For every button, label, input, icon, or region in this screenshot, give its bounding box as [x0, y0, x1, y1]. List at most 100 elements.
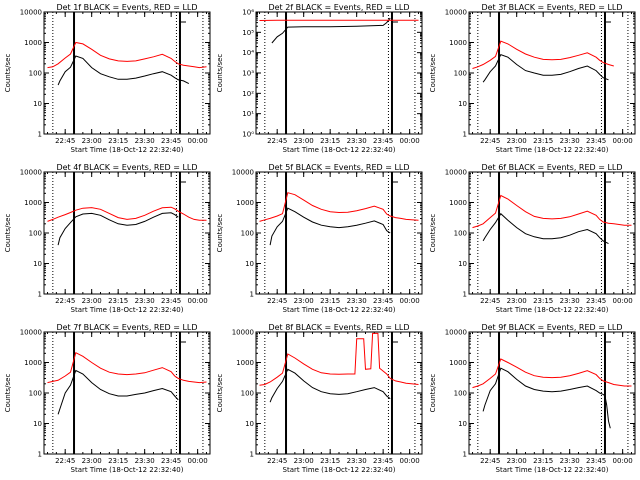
- x-tick-label: 23:45: [161, 297, 181, 305]
- x-tick-label: 00:00: [400, 457, 420, 465]
- x-axis-label: Start Time (18-Oct-12 22:32:40): [496, 306, 609, 314]
- detector-panel: 1 10 100 1000 10000 22:45 23:00 23:15 23:30 23:45…: [4, 3, 211, 154]
- x-tick-label: 23:30: [560, 297, 580, 305]
- y-tick-label: 1000: [24, 199, 42, 207]
- event-flag-mark: [391, 14, 398, 23]
- y-tick-label: 10: [33, 100, 42, 108]
- event-flag-mark: [604, 174, 611, 183]
- plot-frame: [468, 171, 636, 295]
- events-series-line: [57, 212, 179, 246]
- x-tick-label: 23:45: [161, 137, 181, 145]
- y-tick-label: 10⁰: [242, 131, 254, 139]
- events-series-line: [57, 369, 179, 415]
- y-tick-label: 10: [245, 420, 254, 428]
- x-tick-label: 22:45: [267, 137, 287, 145]
- y-tick-label: 10000: [20, 9, 42, 17]
- y-tick-label: 100: [241, 230, 254, 238]
- x-tick-label: 00:00: [613, 137, 633, 145]
- y-tick-label: 1: [463, 451, 467, 459]
- detector-panel: 1 10 100 1000 10000 22:45 23:00 23:15 23:30 23:45…: [429, 163, 636, 314]
- lld-series-line: [47, 351, 207, 384]
- x-tick-label: 23:15: [320, 457, 340, 465]
- events-series-line: [482, 367, 611, 429]
- x-tick-label: 00:00: [400, 137, 420, 145]
- chart-title: Det 1f BLACK = Events, RED = LLD: [56, 3, 197, 12]
- events-series-line: [482, 53, 609, 83]
- x-tick-label: 23:15: [320, 297, 340, 305]
- x-axis-label: Start Time (18-Oct-12 22:32:40): [283, 306, 396, 314]
- detector-panel: 1 10 100 1000 10000 22:45 23:00 23:15 23:30 23:45…: [216, 323, 423, 474]
- x-tick-label: 23:00: [82, 137, 102, 145]
- plot-frame: [468, 11, 636, 135]
- y-tick-label: 1000: [236, 359, 254, 367]
- x-axis-label: Start Time (18-Oct-12 22:32:40): [283, 146, 396, 154]
- x-tick-label: 00:00: [613, 297, 633, 305]
- chart-title: Det 7f BLACK = Events, RED = LLD: [56, 323, 197, 332]
- detector-panel: 1 10 100 1000 10000 22:45 23:00 23:15 23:30 23:45…: [429, 3, 636, 154]
- x-tick-label: 22:45: [55, 137, 75, 145]
- x-tick-label: 23:30: [135, 457, 155, 465]
- x-tick-label: 23:45: [586, 457, 606, 465]
- x-axis-label: Start Time (18-Oct-12 22:32:40): [71, 306, 184, 314]
- x-tick-label: 22:45: [480, 137, 500, 145]
- x-tick-label: 22:45: [480, 457, 500, 465]
- detector-panel: 10⁰ 10¹ 10² 10³ 10⁴ 10⁵ 10⁶ 22:45 23:00 23:15 23:3…: [216, 3, 423, 154]
- x-tick-label: 23:45: [373, 457, 393, 465]
- events-series-line: [269, 207, 391, 246]
- lld-series-line: [259, 332, 419, 386]
- plot-frame: [43, 331, 211, 455]
- y-tick-label: 10000: [232, 329, 254, 337]
- detector-panel: 1 10 100 1000 10000 22:45 23:00 23:15 23:30 23:45…: [429, 323, 636, 474]
- x-axis-label: Start Time (18-Oct-12 22:32:40): [496, 146, 609, 154]
- event-flag-mark: [604, 14, 611, 23]
- x-axis-label: Start Time (18-Oct-12 22:32:40): [496, 466, 609, 474]
- lld-series-line: [472, 194, 632, 229]
- y-tick-label: 10000: [445, 169, 467, 177]
- lld-series-line: [47, 41, 207, 69]
- x-tick-label: 23:30: [135, 137, 155, 145]
- events-series-line: [269, 368, 391, 403]
- chart-title: Det 4f BLACK = Events, RED = LLD: [56, 163, 197, 172]
- event-flag-mark: [179, 174, 186, 183]
- y-tick-label: 1000: [236, 199, 254, 207]
- x-tick-label: 00:00: [188, 457, 208, 465]
- y-axis-label: Counts/sec: [216, 374, 224, 413]
- event-flag-mark: [391, 174, 398, 183]
- y-tick-label: 1: [38, 131, 42, 139]
- x-tick-label: 23:45: [586, 137, 606, 145]
- x-tick-label: 23:00: [507, 297, 527, 305]
- y-tick-label: 10: [458, 100, 467, 108]
- y-axis-label: Counts/sec: [216, 54, 224, 93]
- x-tick-label: 23:45: [373, 137, 393, 145]
- x-tick-label: 00:00: [613, 457, 633, 465]
- y-tick-label: 10⁵: [242, 29, 254, 37]
- events-series-line: [482, 212, 609, 245]
- y-tick-label: 10⁴: [242, 49, 254, 57]
- x-tick-label: 23:15: [108, 297, 128, 305]
- y-tick-label: 1: [463, 131, 467, 139]
- x-tick-label: 23:30: [560, 137, 580, 145]
- y-tick-label: 1000: [24, 39, 42, 47]
- y-axis-label: Counts/sec: [429, 54, 437, 93]
- lld-series-line: [47, 206, 207, 222]
- y-axis-label: Counts/sec: [429, 374, 437, 413]
- y-tick-label: 10000: [445, 9, 467, 17]
- y-tick-label: 1: [250, 451, 254, 459]
- y-tick-label: 1: [250, 291, 254, 299]
- plot-frame: [255, 331, 423, 455]
- detector-panel: 1 10 100 1000 10000 22:45 23:00 23:15 23:30 23:45…: [216, 163, 423, 314]
- chart-title: Det 6f BLACK = Events, RED = LLD: [481, 163, 622, 172]
- y-tick-label: 10³: [242, 70, 254, 78]
- x-tick-label: 22:45: [267, 297, 287, 305]
- x-tick-label: 23:00: [507, 457, 527, 465]
- y-tick-label: 100: [29, 70, 42, 78]
- y-tick-label: 10: [245, 260, 254, 268]
- y-tick-label: 10: [458, 260, 467, 268]
- event-flag-mark: [179, 14, 186, 23]
- y-tick-label: 10¹: [242, 110, 254, 118]
- x-tick-label: 23:30: [560, 457, 580, 465]
- x-tick-label: 23:30: [347, 137, 367, 145]
- y-tick-label: 1000: [449, 359, 467, 367]
- x-tick-label: 23:00: [507, 137, 527, 145]
